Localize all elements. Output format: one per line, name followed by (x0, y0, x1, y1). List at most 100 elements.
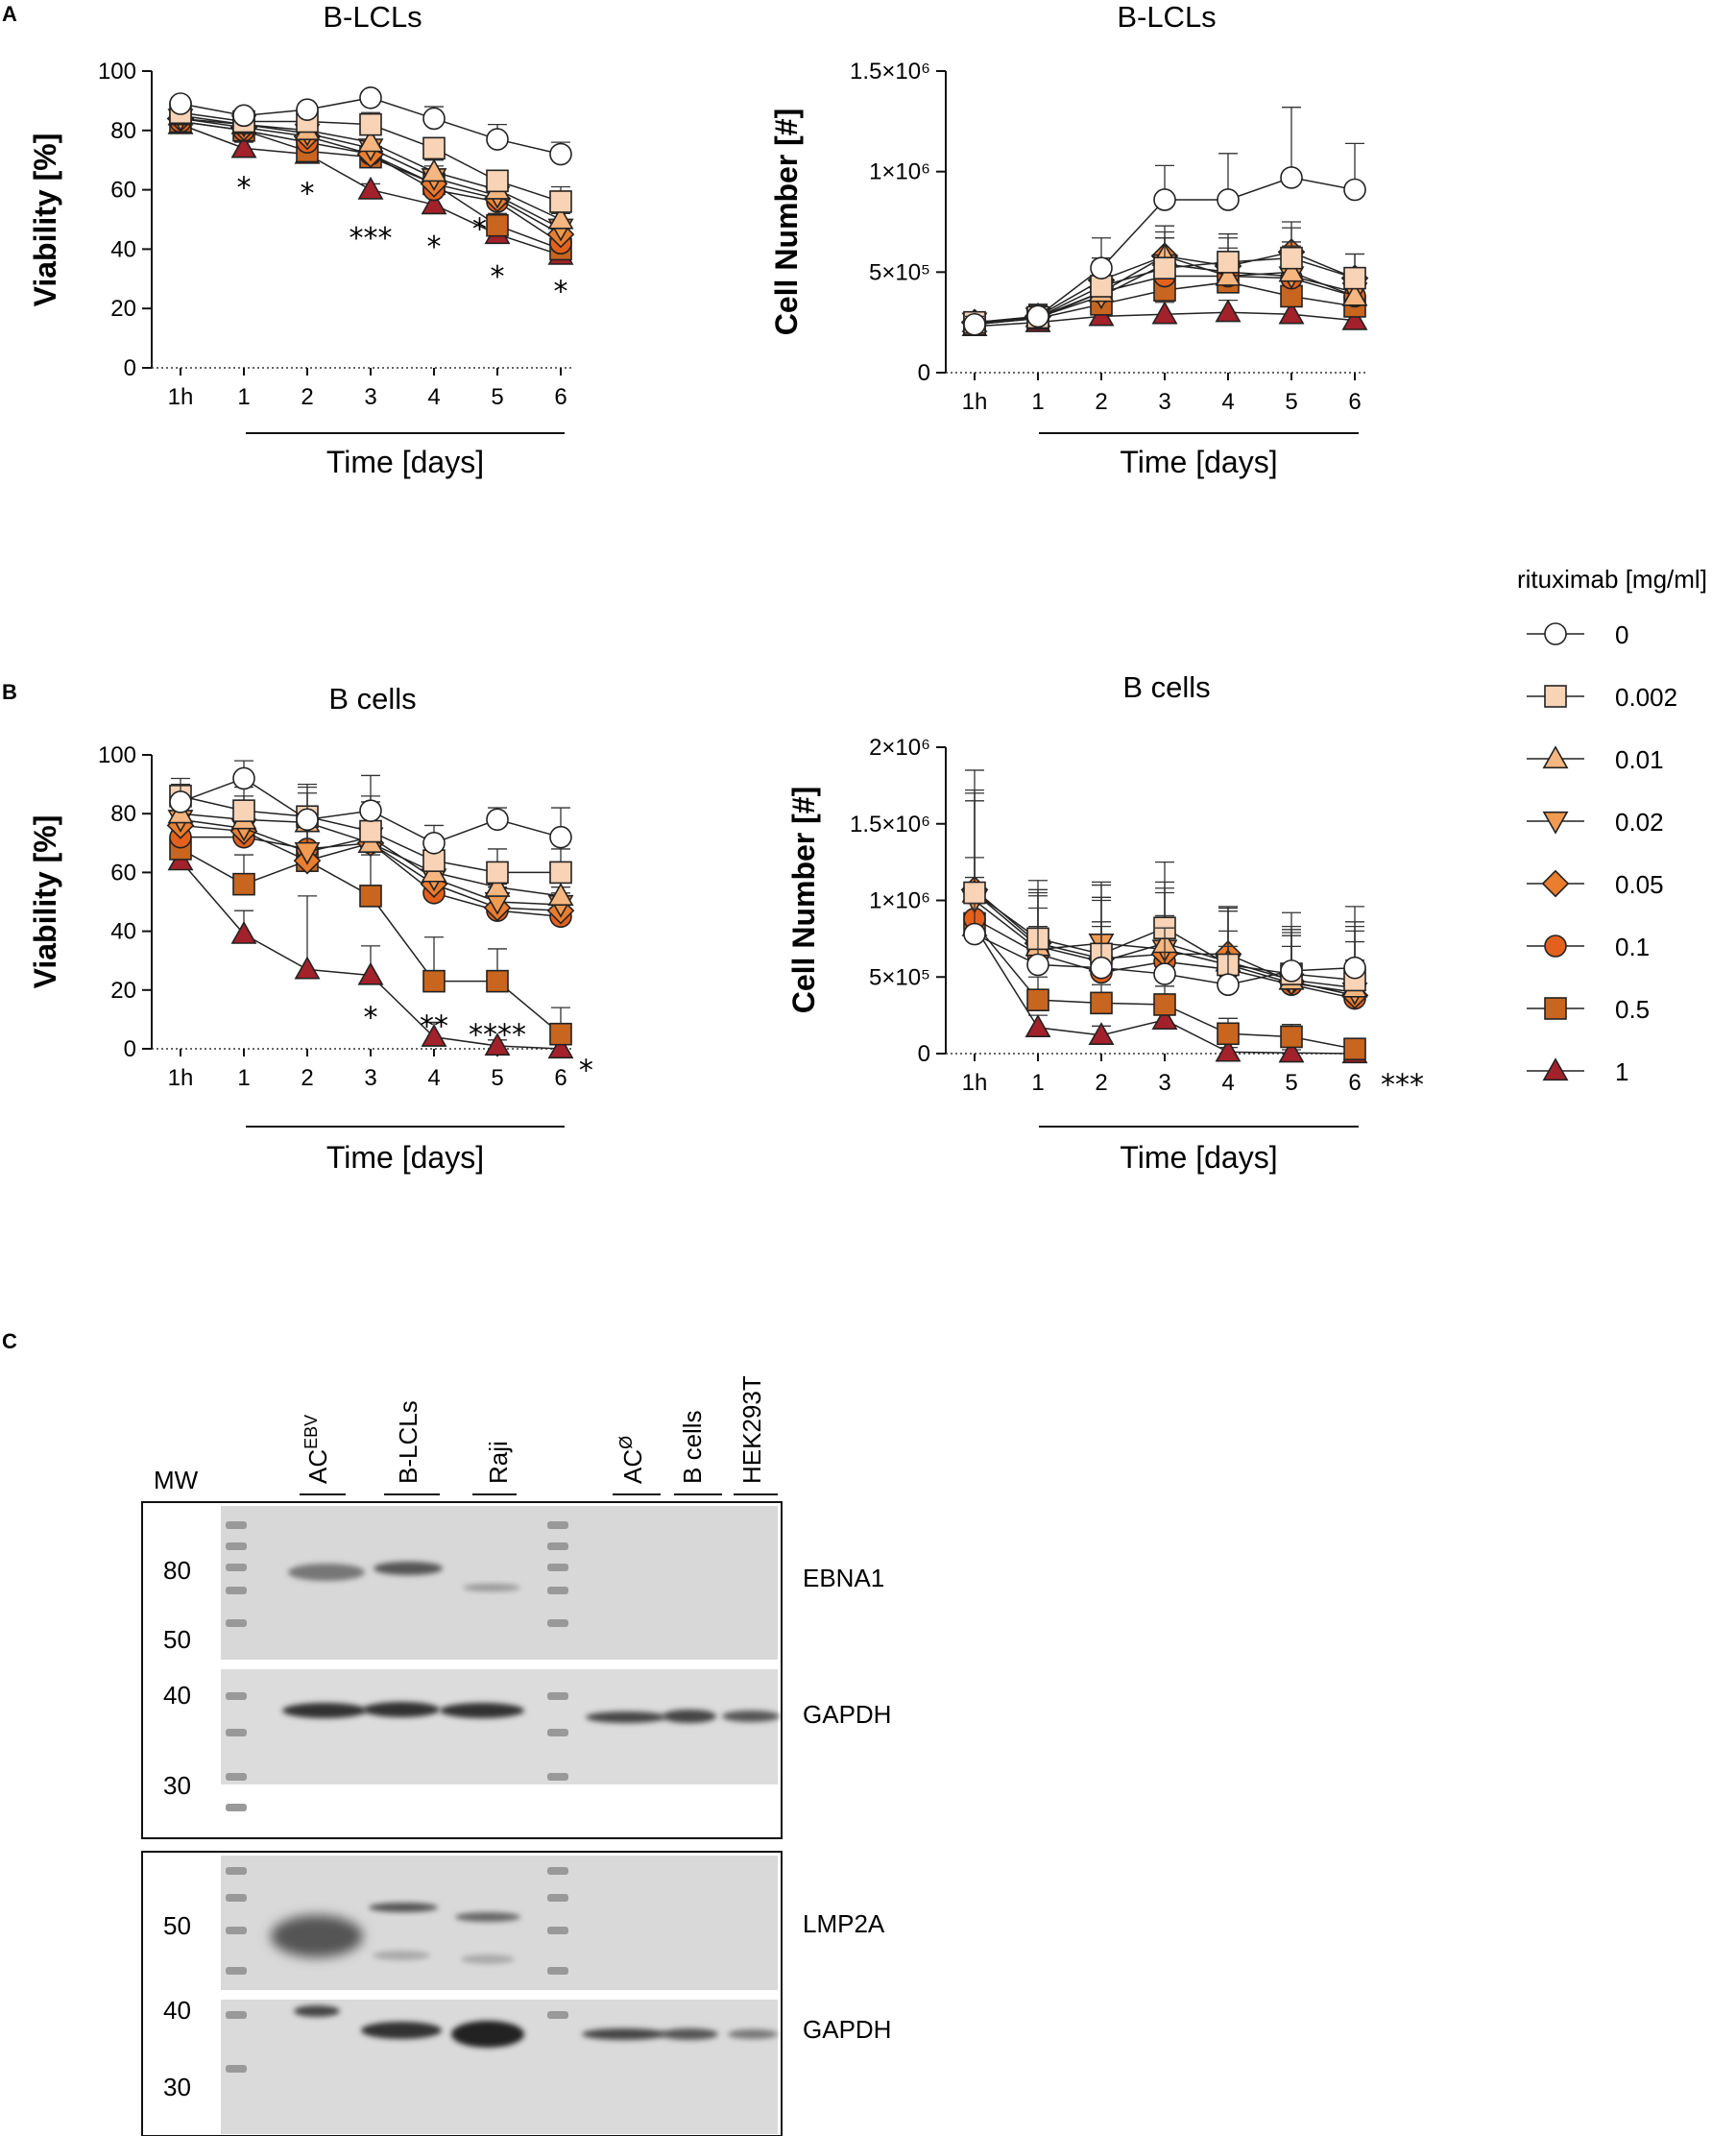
y-tick-label: 60 (110, 860, 136, 886)
legend-entry-1: 1 (1527, 1057, 1628, 1086)
blot-ebna1-membrane (221, 1506, 778, 1660)
protein-gapdh-top: GAPDH (803, 1700, 891, 1729)
series-0 (169, 760, 572, 855)
legend-label: 0.01 (1615, 745, 1664, 774)
data-point (421, 1024, 447, 1047)
data-point (230, 134, 257, 158)
y-tick-label: 1.5×10⁶ (850, 812, 930, 837)
legend-marker (1542, 745, 1569, 769)
data-point (296, 808, 319, 832)
data-point (1280, 246, 1303, 270)
data-point (1153, 962, 1176, 985)
x-tick-label: 3 (1158, 389, 1170, 415)
lane-label-raji: Raji (484, 1441, 513, 1484)
data-point (549, 1022, 572, 1046)
data-point (294, 841, 321, 865)
data-point (1215, 299, 1242, 323)
significance-mark: *** (1381, 1069, 1424, 1103)
band-gapdh-raji (440, 1703, 524, 1718)
significance-mark: * (237, 171, 252, 205)
x-tick-label: 1 (1031, 389, 1044, 415)
data-point (486, 128, 509, 151)
legend-entry-0.5: 0.5 (1527, 995, 1650, 1024)
chart-title: B-LCLs (1117, 0, 1216, 34)
blot-gapdh2-membrane (221, 2000, 778, 2134)
x-axis-label: Time [days] (326, 445, 484, 479)
data-point (963, 881, 986, 905)
chart-blcl-viability: B-LCLs Viability [%] 0 20 40 60 80 100 1h 1 2 3 4 5 6 T… (28, 0, 575, 479)
legend-label: 0.1 (1615, 933, 1650, 961)
x-tick-label: 1 (237, 384, 250, 410)
legend-label: 0.002 (1615, 683, 1677, 712)
data-point (232, 799, 255, 822)
legend-marker (1542, 811, 1569, 835)
x-tick-label: 1 (237, 1065, 250, 1091)
x-tick-label: 2 (301, 1065, 313, 1091)
data-point (359, 86, 382, 109)
band-gapdh-ac-null (586, 1711, 666, 1723)
legend-label: 0.02 (1615, 808, 1664, 837)
significance-mark: *** (350, 222, 393, 255)
lane-label-b-cells: B cells (678, 1410, 707, 1484)
data-point (1280, 1025, 1303, 1049)
y-tick-label: 0 (918, 1041, 930, 1067)
mw-40: 40 (163, 1681, 191, 1710)
lane-label-ac-null-sup: Ø (616, 1436, 636, 1449)
x-tick-label: 1h (962, 1070, 988, 1096)
lane-label-b-lcls: B-LCLs (394, 1400, 422, 1484)
lane-labels: ACEBV B-LCLs Raji ACØ B cells HEK293T (301, 1375, 766, 1484)
protein-ebna1: EBNA1 (803, 1564, 884, 1592)
band-ebna1-blcl (374, 1562, 443, 1575)
data-point (1217, 973, 1240, 997)
legend-label: 1 (1615, 1057, 1628, 1086)
x-tick-label: 5 (491, 1065, 503, 1091)
data-point (484, 1032, 511, 1056)
legend-entry-0.002: 0.002 (1527, 683, 1677, 712)
data-point (484, 873, 511, 897)
data-point (296, 98, 319, 121)
data-point (1217, 251, 1240, 274)
data-point (1151, 1007, 1178, 1031)
chart-bcells-cell-number: B cells Cell Number [#] 0 5×10⁵ 1×10⁶ 1.5×10⁶… (786, 670, 1424, 1175)
legend-entry-0.01: 0.01 (1527, 745, 1664, 774)
data-point (1343, 1037, 1366, 1061)
y-tick-label: 5×10⁵ (869, 259, 930, 285)
data-point (359, 885, 382, 908)
data-point (1343, 266, 1366, 290)
x-tick-label: 5 (491, 384, 503, 410)
data-point (359, 112, 382, 136)
protein-gapdh-bottom: GAPDH (803, 2015, 891, 2044)
x-tick-label: 1 (1031, 1070, 1044, 1096)
data-point (1026, 304, 1049, 328)
chart-blcl-cell-number: B-LCLs Cell Number [#] 0 5×10⁵ 1×10⁶ 1.5×10⁶ 1… (769, 0, 1369, 479)
mw-80: 80 (163, 1556, 191, 1585)
y-tick-label: 20 (110, 296, 136, 322)
y-tick-label: 60 (110, 178, 136, 204)
data-point (230, 920, 257, 944)
y-tick-label: 0 (918, 360, 930, 386)
series-1 (167, 842, 574, 1059)
mw-40-bottom: 40 (163, 1996, 191, 2025)
chart-title: B-LCLs (323, 0, 422, 34)
x-tick-label: 1h (168, 384, 194, 410)
x-tick-label: 3 (1158, 1070, 1170, 1096)
band-gapdh-ac-ebv (282, 1703, 367, 1718)
legend-marker (1544, 685, 1567, 708)
band-lmp2a-raji-low (461, 1954, 515, 1964)
data-point (294, 956, 321, 980)
x-tick-label: 3 (364, 1065, 376, 1091)
y-tick-label: 80 (110, 801, 136, 827)
data-point (357, 176, 384, 200)
x-tick-label: 6 (1348, 389, 1361, 415)
data-point (547, 1035, 574, 1059)
y-tick-label: 1×10⁶ (869, 159, 930, 185)
y-tick-label: 2×10⁶ (869, 735, 930, 761)
x-tick-label: 6 (554, 1065, 567, 1091)
x-tick-label: 4 (1221, 389, 1234, 415)
y-axis-label: Viability [%] (28, 134, 62, 307)
data-point (549, 825, 572, 849)
legend-marker (1541, 869, 1570, 898)
data-point (422, 831, 446, 855)
data-point (963, 922, 986, 946)
band-ebna1-raji (463, 1584, 520, 1591)
